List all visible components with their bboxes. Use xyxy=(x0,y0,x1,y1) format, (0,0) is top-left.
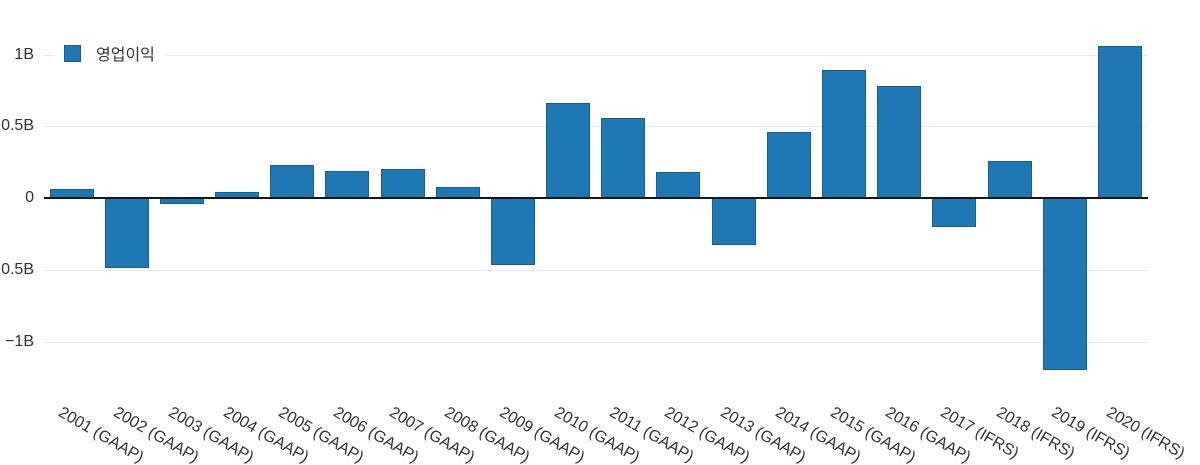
bar-2002[interactable] xyxy=(105,198,149,268)
bar-2020[interactable] xyxy=(1098,46,1142,198)
bar-2005[interactable] xyxy=(270,165,314,198)
y-axis-tick-label: −1B xyxy=(5,333,34,350)
bar-2013[interactable] xyxy=(712,198,756,245)
gridline xyxy=(44,126,1148,127)
bar-2010[interactable] xyxy=(546,103,590,198)
zero-axis-line xyxy=(44,197,1148,199)
bar-2007[interactable] xyxy=(381,169,425,198)
bar-2017[interactable] xyxy=(932,198,976,227)
bar-2009[interactable] xyxy=(491,198,535,265)
legend-series-label: 영업이익 xyxy=(96,47,155,64)
gridline xyxy=(44,342,1148,343)
bar-2012[interactable] xyxy=(656,172,700,198)
y-axis-tick-label: 0.5B xyxy=(1,261,34,278)
y-axis-tick-label: 0 xyxy=(25,189,34,206)
bar-2016[interactable] xyxy=(877,86,921,198)
bar-2006[interactable] xyxy=(325,171,369,198)
bar-2018[interactable] xyxy=(988,161,1032,198)
bar-2019[interactable] xyxy=(1043,198,1087,370)
legend[interactable]: 영업이익 xyxy=(54,36,165,70)
y-axis-tick-label: 1B xyxy=(14,46,34,63)
y-axis-tick-label: 0.5B xyxy=(1,117,34,134)
gridline xyxy=(44,55,1148,56)
legend-series-swatch xyxy=(64,44,81,62)
gridline xyxy=(44,270,1148,271)
bar-2015[interactable] xyxy=(822,70,866,198)
bar-2011[interactable] xyxy=(601,118,645,198)
bar-2014[interactable] xyxy=(767,132,811,198)
